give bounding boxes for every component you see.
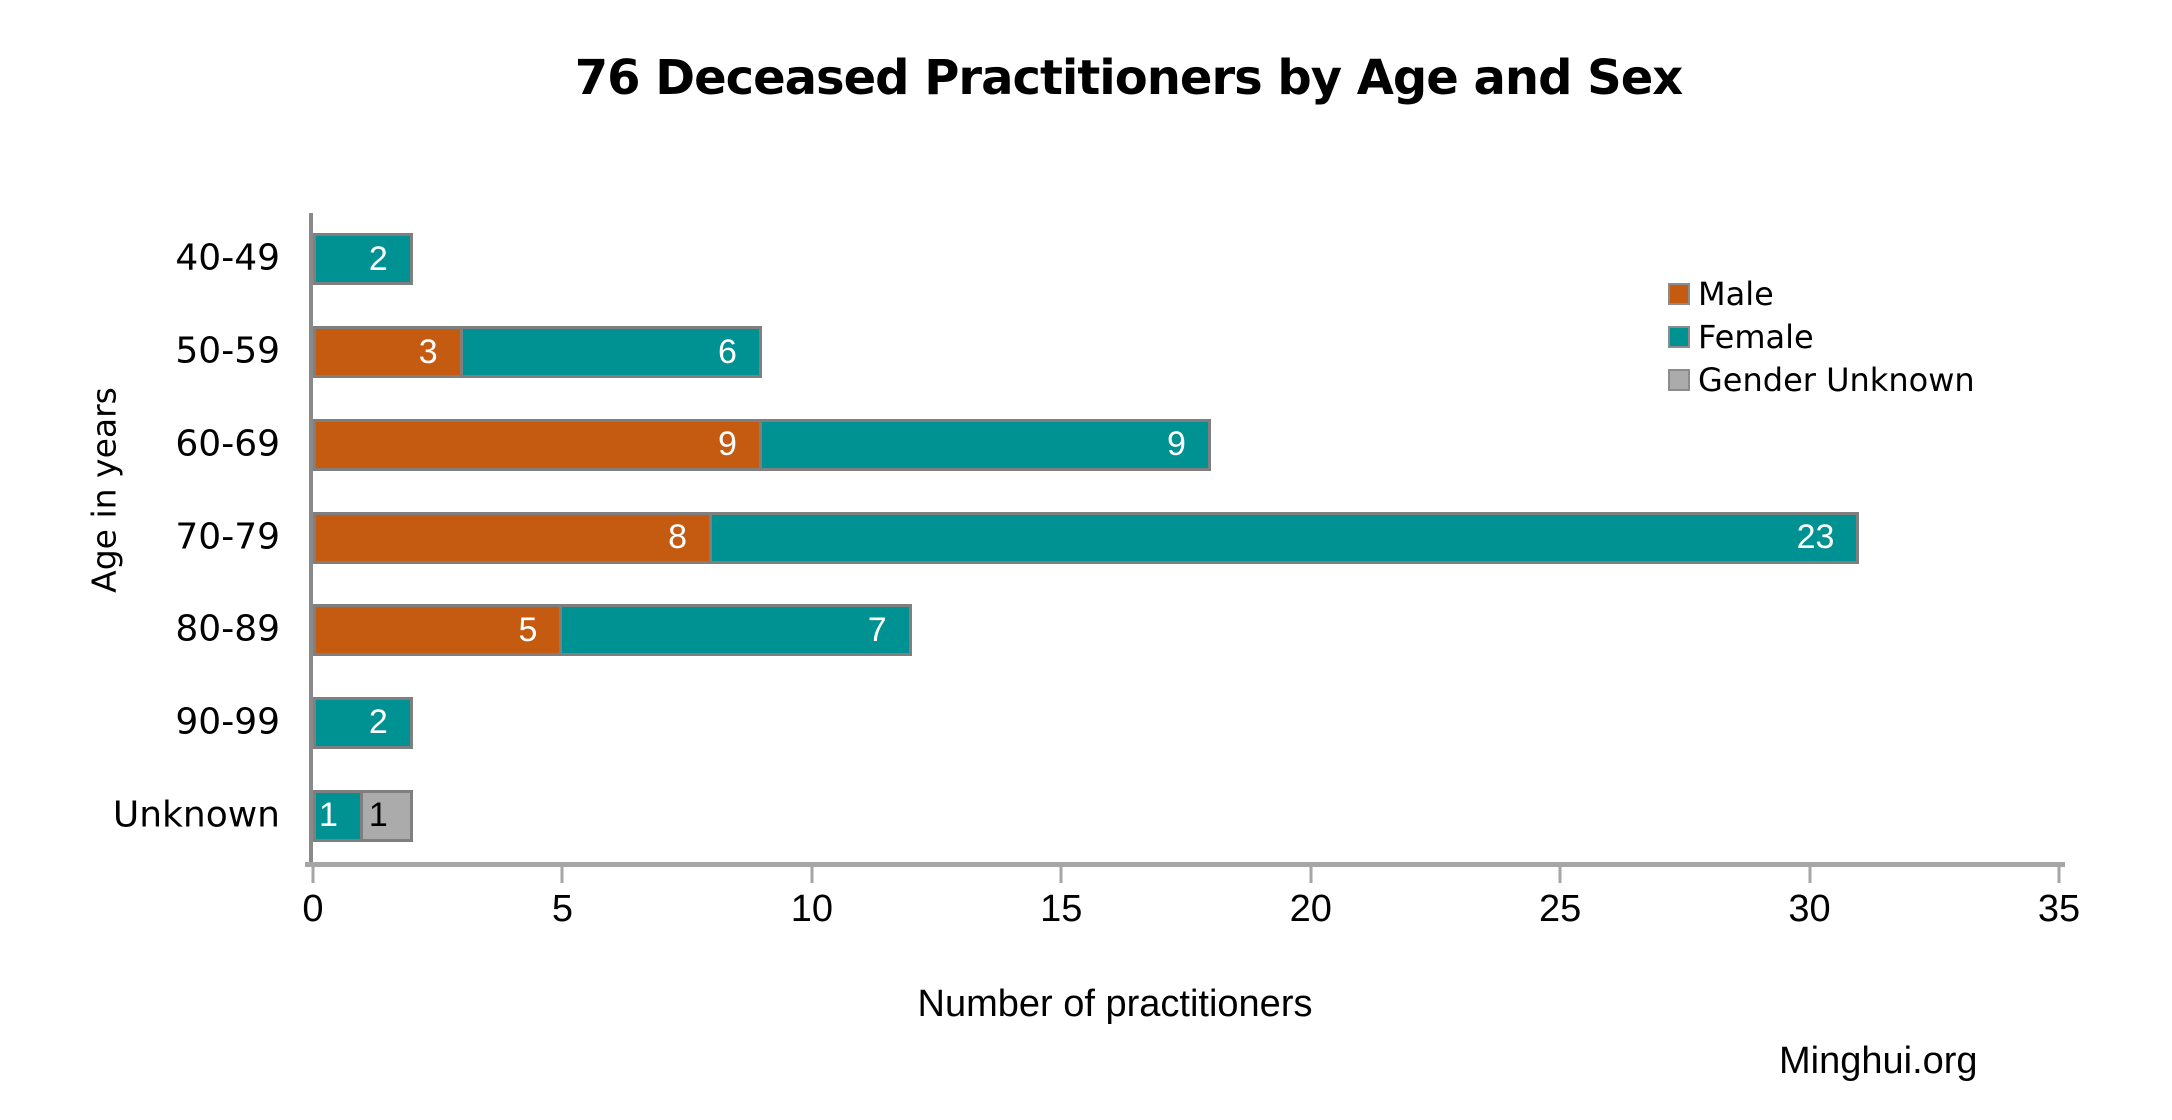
bar-row: 2 xyxy=(313,696,413,749)
y-axis-category-label: 80-89 xyxy=(175,608,280,650)
y-axis-category-label: 40-49 xyxy=(175,238,280,280)
bar-segment: 3 xyxy=(313,326,463,379)
x-axis-tick-label: 20 xyxy=(1289,888,1332,930)
bar-segment: 23 xyxy=(709,511,1860,564)
bar-segment: 6 xyxy=(459,326,762,379)
y-axis-category-label: 90-99 xyxy=(175,701,280,743)
x-axis-tick xyxy=(1309,867,1313,883)
bar-row: 8 23 xyxy=(313,511,1860,564)
x-axis-tick-label: 15 xyxy=(1040,888,1083,930)
legend-label: Gender Unknown xyxy=(1698,360,1975,399)
bar-segment: 1 xyxy=(313,789,363,842)
chart-title: 76 Deceased Practitioners by Age and Sex xyxy=(574,50,1684,106)
y-axis-title: Age in years xyxy=(84,387,124,593)
bar-segment: 8 xyxy=(313,511,713,564)
x-axis-line xyxy=(305,862,2065,867)
x-axis-tick-label: 0 xyxy=(302,888,324,930)
x-axis-tick xyxy=(810,867,814,883)
bar-segment: 1 xyxy=(359,789,413,842)
x-axis-tick xyxy=(1059,867,1063,883)
y-axis-category-label: 50-59 xyxy=(175,330,280,372)
y-axis-category-label: 60-69 xyxy=(175,423,280,465)
x-axis-title: Number of practitioners xyxy=(917,983,1313,1025)
x-axis-tick-label: 35 xyxy=(2037,888,2081,930)
plot-area: 2 3 6 9 9 8 23 5 7 2 1 1 40-49 50-59 60-69 70-79 80-89 9… xyxy=(113,213,2080,930)
bar-segment: 7 xyxy=(559,604,912,657)
bar-segment: 9 xyxy=(758,418,1211,471)
legend-item: Gender Unknown xyxy=(1668,358,1975,401)
bar-segment: 2 xyxy=(313,696,413,749)
source-credit: Minghui.org xyxy=(1779,1040,1978,1082)
legend-label: Male xyxy=(1698,274,1774,313)
legend-swatch-icon xyxy=(1668,325,1690,348)
bar-segment: 2 xyxy=(313,233,413,286)
legend-label: Female xyxy=(1698,317,1814,356)
x-axis-tick-label: 25 xyxy=(1539,888,1582,930)
x-axis-tick xyxy=(1558,867,1562,883)
x-axis-tick-label: 10 xyxy=(790,888,833,930)
legend-item: Female xyxy=(1668,315,1975,358)
x-axis-tick-label: 5 xyxy=(551,888,573,930)
x-axis-tick xyxy=(1808,867,1812,883)
x-axis-tick xyxy=(560,867,564,883)
y-axis-category-label: Unknown xyxy=(112,794,280,836)
x-axis-tick-label: 30 xyxy=(1788,888,1831,930)
bar-segment: 5 xyxy=(313,604,563,657)
bar-row: 2 xyxy=(313,233,413,286)
bar-segment: 9 xyxy=(313,418,762,471)
x-axis-tick xyxy=(2057,867,2061,883)
x-axis-tick xyxy=(311,867,315,883)
legend-item: Male xyxy=(1668,272,1975,315)
legend: Male Female Gender Unknown xyxy=(1668,272,1975,401)
legend-swatch-icon xyxy=(1668,368,1690,391)
y-axis-line xyxy=(309,213,313,862)
y-axis-category-label: 70-79 xyxy=(175,516,280,558)
legend-swatch-icon xyxy=(1668,282,1690,305)
